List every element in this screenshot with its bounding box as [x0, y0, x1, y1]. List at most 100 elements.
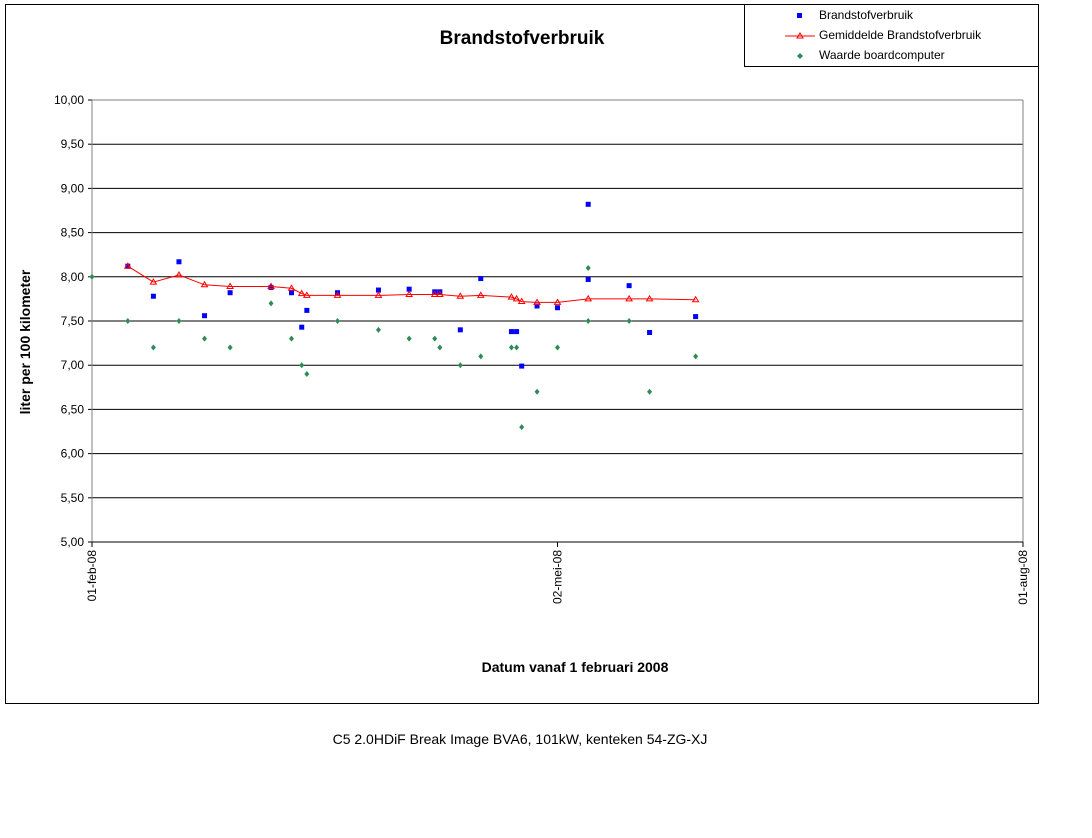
fuel-consumption-point — [555, 305, 560, 311]
fuel-consumption-point — [514, 329, 520, 335]
y-tick-label: 8,50 — [61, 226, 85, 240]
average-point — [123, 262, 132, 269]
legend-item-brandstofverbruik: Brandstofverbruik — [745, 7, 1038, 25]
y-tick-label: 5,00 — [61, 535, 85, 549]
y-axis-label: liter per 100 kilometer — [17, 269, 33, 414]
legend-label: Brandstofverbruik — [819, 8, 914, 22]
legend: Brandstofverbruik Gemiddelde Brandstofve… — [744, 4, 1039, 67]
average-point — [456, 292, 465, 299]
average-point — [200, 280, 209, 288]
y-tick-label: 6,50 — [61, 402, 85, 416]
y-tick-label: 10,00 — [54, 93, 84, 107]
fuel-consumption-point — [647, 329, 653, 335]
fuel-consumption-point — [478, 276, 484, 282]
fuel-consumption-point — [406, 286, 412, 292]
fuel-consumption-point — [150, 293, 156, 299]
average-point — [507, 293, 516, 300]
legend-item-gemiddelde: Gemiddelde Brandstofverbruik — [745, 27, 1038, 45]
boardcomputer-point — [585, 264, 591, 271]
y-tick-label: 8,00 — [61, 270, 85, 284]
fuel-consumption-point — [268, 284, 274, 290]
y-tick-label: 5,50 — [61, 491, 85, 505]
boardcomputer-point — [508, 344, 514, 351]
boardcomputer-point — [202, 335, 208, 342]
boardcomputer-point — [406, 335, 412, 342]
average-point — [333, 291, 342, 298]
average-point — [533, 298, 541, 305]
fuel-consumption-point — [375, 287, 381, 293]
fuel-consumption-point — [289, 290, 294, 296]
boardcomputer-point — [227, 344, 233, 351]
boardcomputer-point — [125, 318, 131, 324]
average-point — [226, 282, 234, 290]
square-marker-icon — [797, 13, 802, 18]
average-point — [297, 289, 306, 297]
average-point — [175, 271, 183, 278]
boardcomputer-point — [534, 388, 540, 395]
boardcomputer-point — [693, 353, 699, 360]
fuel-consumption-point — [585, 201, 591, 207]
boardcomputer-point — [437, 344, 443, 351]
boardcomputer-point — [555, 344, 560, 351]
average-point — [435, 290, 444, 297]
legend-label: Waarde boardcomputer — [819, 48, 945, 62]
average-point — [405, 290, 414, 297]
average-point — [645, 294, 654, 302]
y-tick-label: 9,50 — [61, 137, 85, 151]
boardcomputer-point — [375, 326, 381, 333]
fuel-consumption-point — [457, 327, 463, 333]
boardcomputer-point — [304, 371, 310, 378]
fuel-consumption-point — [626, 283, 632, 289]
boardcomputer-point — [335, 318, 341, 324]
boardcomputer-point — [478, 353, 484, 360]
boardcomputer-point — [585, 318, 591, 324]
y-tick-label: 7,50 — [61, 314, 85, 328]
boardcomputer-point — [514, 344, 520, 351]
fuel-consumption-point — [202, 313, 208, 319]
boardcomputer-point — [299, 362, 305, 369]
boardcomputer-point — [289, 335, 294, 342]
legend-label: Gemiddelde Brandstofverbruik — [819, 28, 982, 42]
boardcomputer-point — [647, 388, 653, 395]
average-point — [691, 295, 700, 303]
figure-caption: C5 2.0HDiF Break Image BVA6, 101kW, kent… — [332, 731, 708, 747]
x-tick-label: 01-feb-08 — [85, 550, 99, 602]
average-point — [149, 278, 158, 285]
average-point — [476, 291, 485, 298]
fuel-consumption-point — [299, 324, 305, 330]
boardcomputer-point — [176, 318, 182, 324]
x-tick-label: 01-aug-08 — [1016, 550, 1030, 605]
fuel-consumption-point — [693, 314, 699, 320]
boardcomputer-point — [432, 335, 438, 342]
x-tick-label: 02-mei-08 — [551, 550, 565, 604]
average-point — [625, 294, 633, 302]
x-axis-label: Datum vanaf 1 februari 2008 — [482, 659, 669, 675]
average-point — [287, 284, 296, 291]
boardcomputer-point — [519, 424, 525, 431]
boardcomputer-point — [457, 362, 463, 369]
fuel-consumption-point — [585, 276, 591, 282]
average-point — [512, 294, 521, 302]
chart-area — [5, 4, 1039, 704]
fuel-consumption-point — [176, 259, 182, 265]
average-point — [267, 282, 275, 290]
boardcomputer-point — [626, 318, 632, 324]
average-point — [553, 298, 562, 305]
fuel-consumption-point — [508, 329, 514, 335]
fuel-consumption-point — [534, 303, 540, 309]
average-point — [430, 290, 439, 297]
average-point — [584, 294, 593, 302]
boardcomputer-point — [89, 273, 95, 280]
fuel-consumption-point — [304, 307, 310, 313]
fuel-consumption-point — [519, 363, 525, 369]
y-tick-label: 7,00 — [61, 358, 85, 372]
chart-title: Brandstofverbruik — [440, 28, 605, 49]
legend-item-boardcomputer: Waarde boardcomputer — [745, 47, 1038, 65]
fuel-consumption-point — [227, 290, 233, 296]
boardcomputer-point — [150, 344, 156, 351]
average-point — [517, 297, 526, 305]
average-point — [374, 291, 383, 298]
boardcomputer-point — [268, 300, 274, 307]
diamond-marker-icon — [797, 53, 803, 59]
